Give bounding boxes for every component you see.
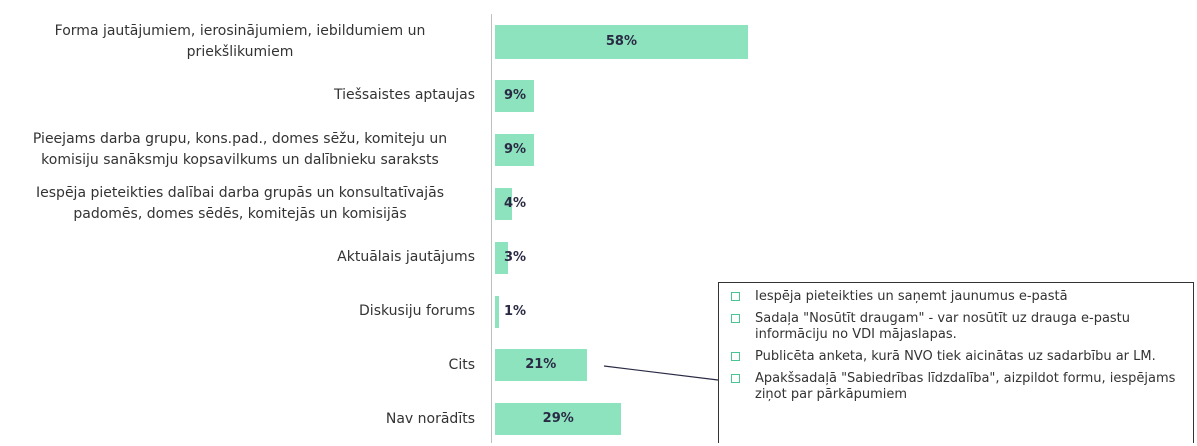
value-label: 29% [542,411,574,427]
value-label: 58% [605,34,637,49]
value-label: 9% [504,87,527,103]
bar [495,133,535,166]
value-label: 21% [525,357,557,373]
leader-line [603,365,719,381]
category-label: Cits [0,338,475,392]
bar [495,403,622,436]
category-label: Nav norādīts [0,392,475,446]
category-text: Tiešsaistes aptaujas [334,87,475,104]
bar [495,349,587,382]
bar [495,25,748,59]
category-text: Nav norādīts [385,410,475,427]
category-text: Aktuālais jautājums [337,249,475,266]
callout-item: Publicēta anketa, kurā NVO tiek aicināta… [731,349,1185,365]
callout-item: Sadaļa "Nosūtīt draugam" - var nosūtīt u… [731,311,1185,343]
bar [495,79,535,112]
callout-box: Iespēja pieteikties un saņemt jaunumus e… [718,282,1194,443]
bar [495,187,513,220]
category-text: Iespēja pieteikties dalībai darba grupās… [36,184,444,222]
category-label: Diskusiju forums [0,285,475,339]
axis-line [491,14,492,443]
category-text: Diskusiju forums [359,303,475,319]
bar [495,295,500,328]
callout-item: Iespēja pieteikties un saņemt jaunumus e… [731,289,1185,305]
category-text: Pieejams darba grupu, kons.pad., domes s… [32,130,448,168]
category-label: Pieejams darba grupu, kons.pad., domes s… [0,123,475,177]
bar [495,241,509,274]
value-label: 9% [504,141,527,157]
value-label: 1% [504,303,527,319]
value-label: 4% [504,195,527,211]
category-label: Aktuālais jautājums [0,231,475,285]
category-text: Cits [448,356,475,373]
category-label: Forma jautājumiem, ierosinājumiem, iebil… [0,15,475,69]
category-label: Tiešsaistes aptaujas [0,69,475,123]
callout-item: Apakšsadaļā "Sabiedrības līdzdalība", ai… [731,371,1185,403]
category-label: Iespēja pieteikties dalībai darba grupās… [0,177,475,231]
value-label: 3% [504,249,527,265]
category-text: Forma jautājumiem, ierosinājumiem, iebil… [54,23,426,60]
